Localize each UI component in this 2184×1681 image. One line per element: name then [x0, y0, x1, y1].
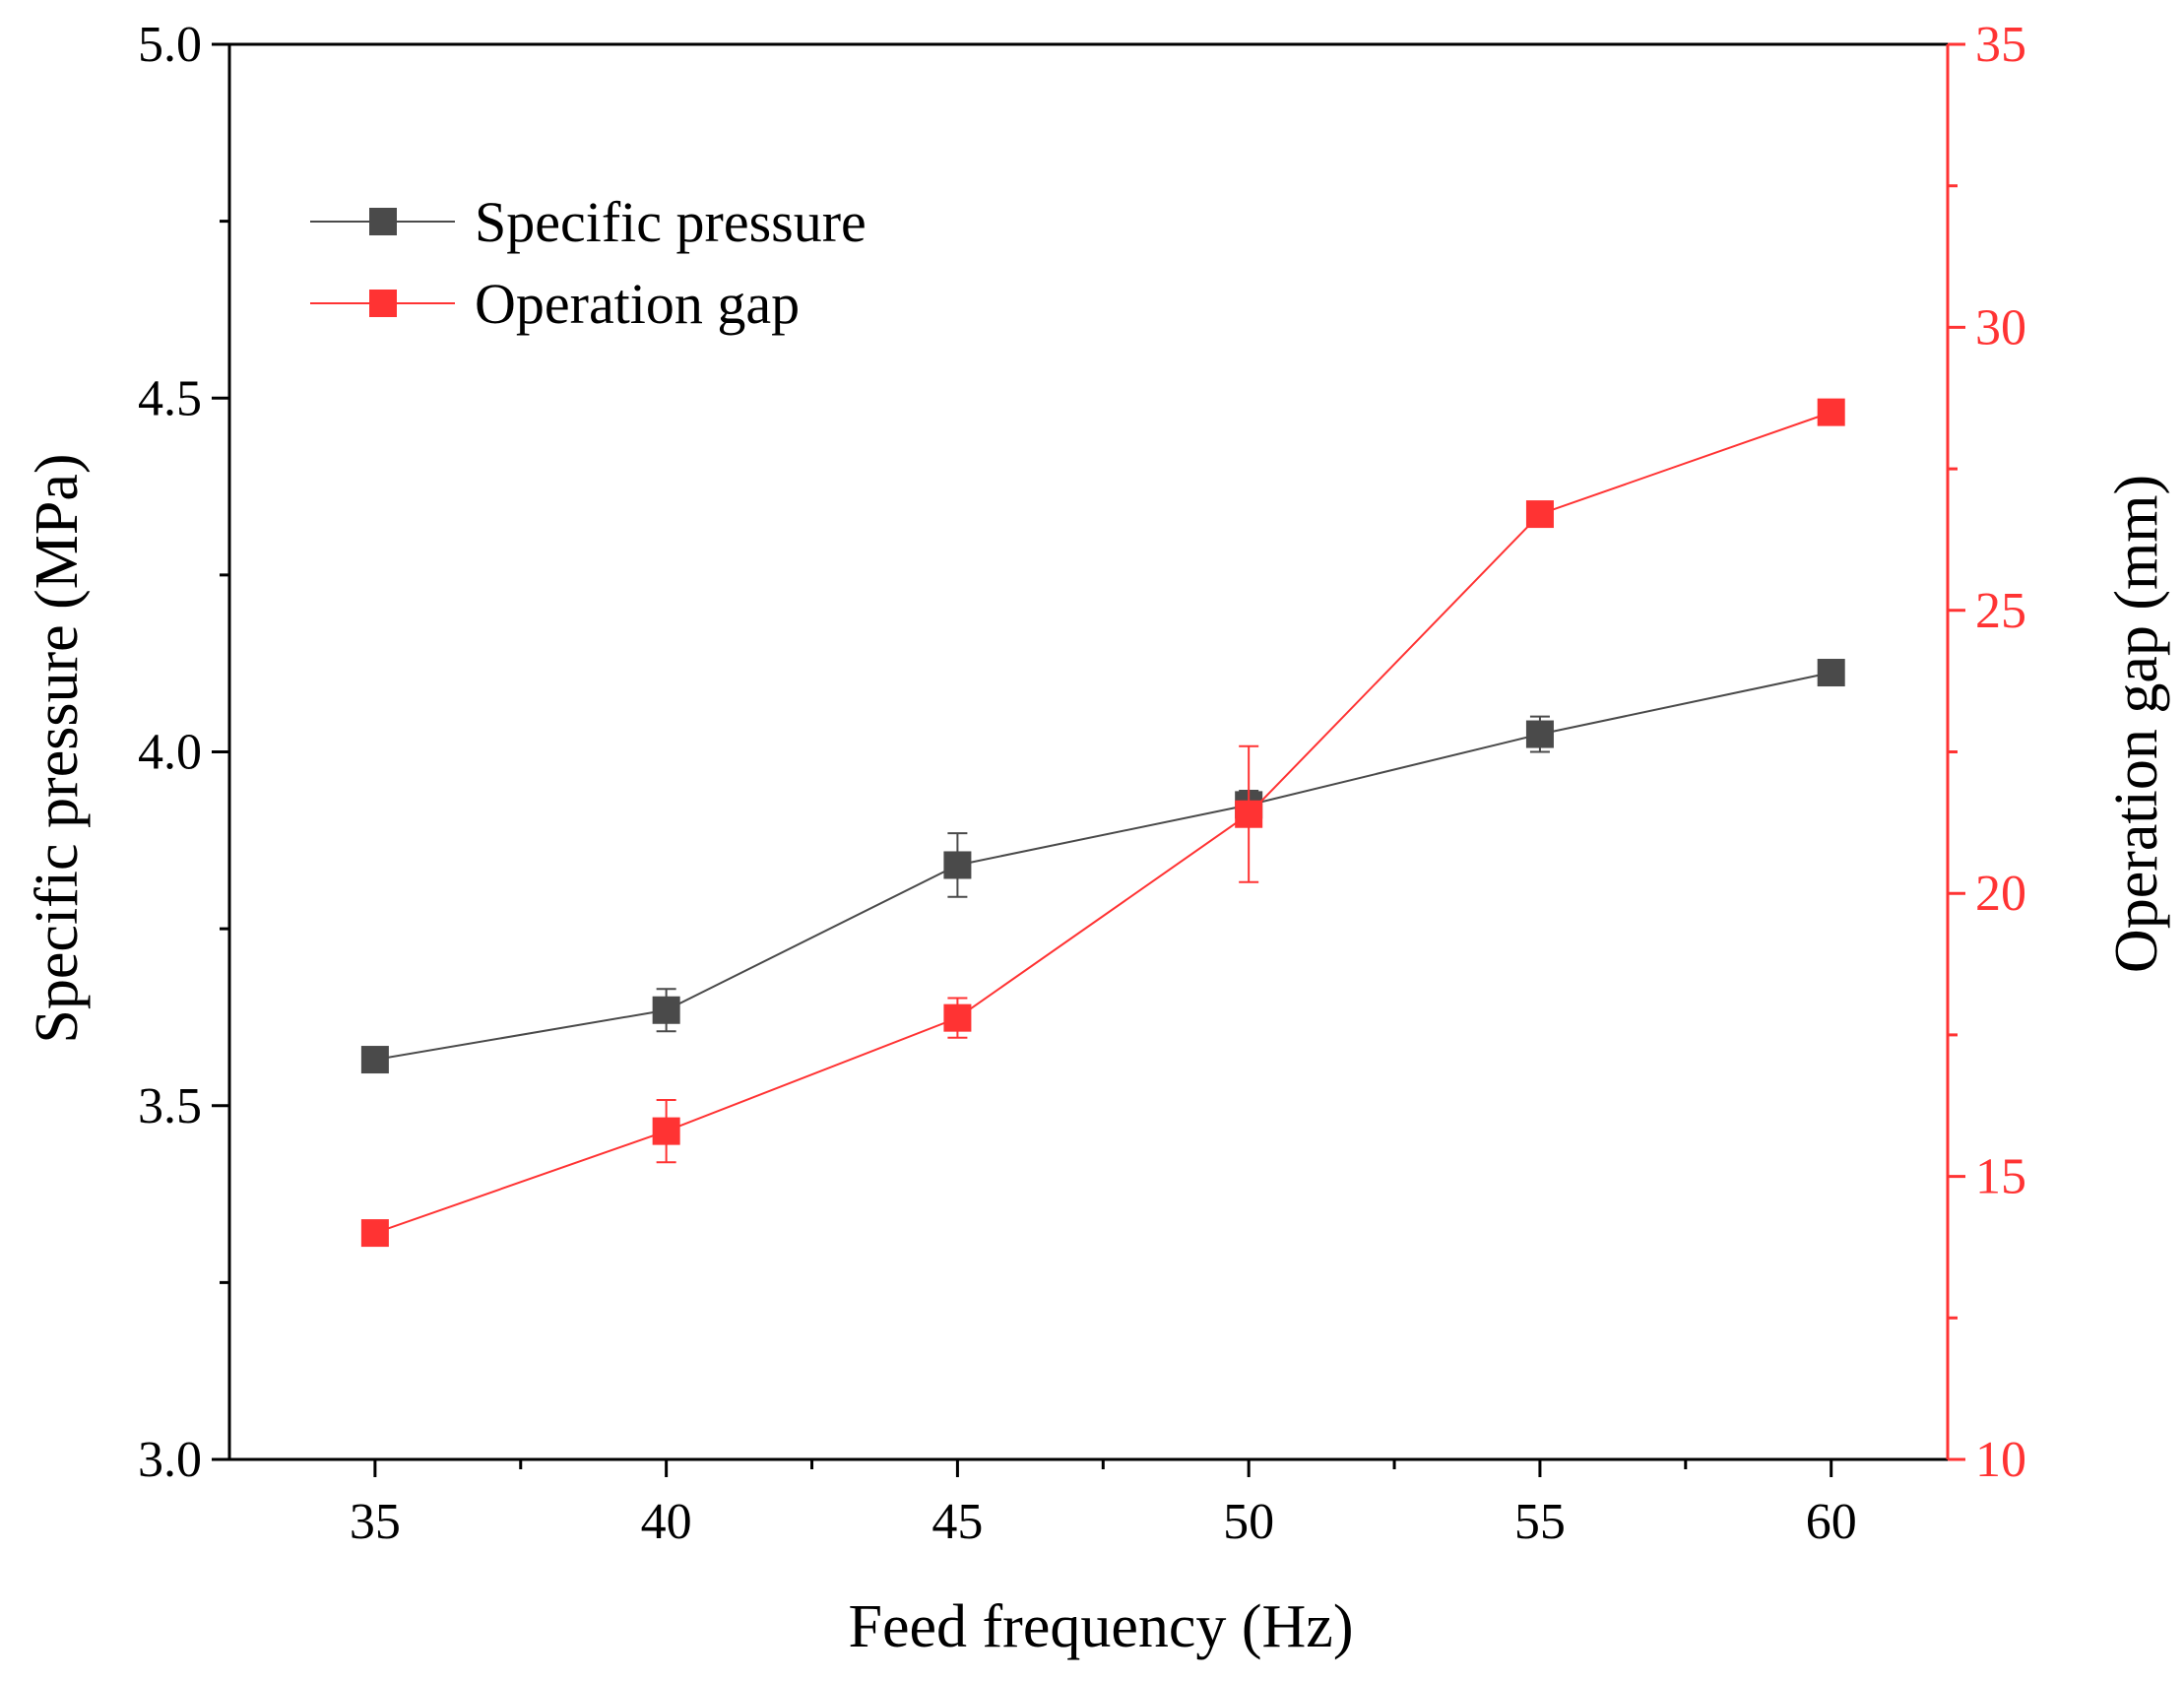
series-layer	[360, 398, 1845, 1248]
y-left-tick-label: 4.5	[138, 370, 202, 426]
y-left-tick-label: 3.5	[138, 1078, 202, 1134]
legend-item-specific-pressure: Specific pressure	[310, 190, 867, 254]
data-point-operation-gap	[1525, 500, 1554, 529]
x-axis: 35 40 45 50 55 60	[350, 1459, 1857, 1550]
y-right-tick-label: 25	[1975, 583, 2026, 639]
data-point-specific-pressure	[652, 996, 680, 1024]
data-point-specific-pressure	[1525, 720, 1554, 748]
legend-item-operation-gap: Operation gap	[310, 272, 800, 336]
legend-marker-specific-pressure	[369, 208, 397, 235]
y-right-tick-label: 20	[1975, 866, 2026, 922]
data-point-operation-gap	[360, 1219, 389, 1248]
x-tick-label: 45	[931, 1494, 983, 1550]
legend-marker-operation-gap	[369, 290, 397, 317]
x-tick-label: 35	[350, 1494, 401, 1550]
data-point-specific-pressure	[1817, 659, 1845, 687]
y-right-tick-label: 15	[1975, 1149, 2026, 1205]
y-left-tick-label: 4.0	[138, 725, 202, 781]
left-y-axis: 3.0 3.5 4.0 4.5 5.0	[138, 17, 229, 1488]
y-left-tick-label: 5.0	[138, 17, 202, 73]
series-operation-gap	[360, 398, 1845, 1248]
y-right-tick-label: 10	[1975, 1432, 2026, 1488]
x-axis-title: Feed frequency (Hz)	[849, 1593, 1354, 1660]
series-line-specific-pressure	[374, 672, 1831, 1062]
x-tick-label: 60	[1806, 1494, 1857, 1550]
right-y-axis: 10 15 20 25 30 35	[1948, 17, 2026, 1488]
x-tick-label: 50	[1223, 1494, 1274, 1550]
data-point-operation-gap	[1817, 398, 1845, 426]
plot-frame	[227, 42, 1950, 1461]
data-point-operation-gap	[652, 1117, 680, 1145]
x-tick-label: 40	[641, 1494, 692, 1550]
legend-label-specific-pressure: Specific pressure	[475, 190, 867, 254]
right-y-axis-title: Operation gap (mm)	[2103, 475, 2170, 973]
legend: Specific pressure Operation gap	[310, 190, 867, 336]
y-left-tick-label: 3.0	[138, 1432, 202, 1488]
y-right-tick-label: 30	[1975, 299, 2026, 356]
y-right-tick-label: 35	[1975, 17, 2026, 73]
data-point-specific-pressure	[360, 1046, 389, 1074]
series-line-operation-gap	[374, 411, 1832, 1235]
x-tick-label: 55	[1514, 1494, 1566, 1550]
data-point-operation-gap	[943, 1003, 972, 1032]
data-point-specific-pressure	[943, 851, 972, 879]
data-point-operation-gap	[1235, 800, 1263, 828]
series-specific-pressure	[360, 659, 1845, 1074]
legend-label-operation-gap: Operation gap	[475, 272, 800, 336]
left-y-axis-title: Specific pressure (MPa)	[24, 453, 91, 1043]
